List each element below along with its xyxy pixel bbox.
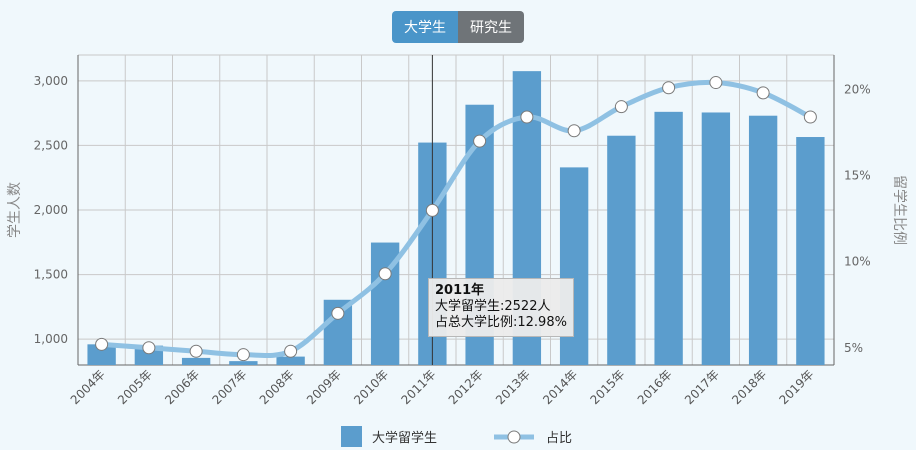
ratio-point (142, 341, 156, 355)
ratio-point (236, 348, 250, 362)
y-right-tick-label: 15% (844, 169, 871, 183)
y-left-tick-label: 2,500 (34, 138, 68, 152)
bar (654, 111, 683, 365)
ratio-point (803, 110, 817, 124)
ratio-point (614, 100, 628, 114)
x-tick-label: 2013年 (493, 367, 533, 407)
ratio-point (662, 81, 676, 95)
y-left-tick-label: 2,000 (34, 203, 68, 217)
x-tick-label: 2019年 (777, 367, 817, 407)
ratio-point (378, 267, 392, 281)
ratio-point (284, 344, 298, 358)
legend-bar-swatch (341, 426, 362, 447)
y-left-tick-label: 1,500 (34, 268, 68, 282)
bar (701, 112, 731, 366)
x-tick-label: 2014年 (540, 367, 580, 407)
x-tick-label: 2015年 (588, 367, 628, 407)
grad-toggle-button[interactable]: 研究生 (458, 11, 524, 43)
bar (181, 357, 211, 365)
data-toggle: 大学生 研究生 (392, 11, 524, 43)
ratio-point (331, 306, 345, 320)
x-tick-label: 2008年 (257, 367, 297, 407)
x-tick-label: 2010年 (351, 367, 391, 407)
tooltip-ratio-value: 占总大学比例:12.98% (435, 315, 567, 330)
legend-line-label: 占比 (546, 431, 572, 446)
x-tick-label: 2012年 (446, 367, 486, 407)
bar (229, 361, 258, 365)
y-left-tick-label: 1,000 (34, 332, 68, 346)
ratio-point (95, 337, 109, 351)
bar (748, 115, 778, 365)
x-tick-label: 2005年 (115, 367, 155, 407)
legend-bar-label: 大学留学生 (372, 430, 437, 446)
bar (276, 356, 305, 365)
chart-tooltip: 2011年 大学留学生:2522人 占总大学比例:12.98% (428, 278, 574, 337)
ratio-point (709, 76, 723, 90)
legend-line-marker (507, 430, 521, 444)
bar (607, 135, 636, 365)
ratio-point (520, 110, 534, 124)
ratio-point (189, 344, 203, 358)
y-right-axis-title: 留学生比例 (891, 175, 907, 245)
tooltip-bar-value: 大学留学生:2522人 (435, 299, 551, 314)
x-tick-label: 2011年 (399, 367, 439, 407)
y-right-tick-label: 10% (844, 255, 871, 269)
ratio-point (567, 124, 581, 138)
x-tick-label: 2018年 (729, 367, 769, 407)
x-tick-label: 2016年 (635, 367, 675, 407)
ratio-line (99, 79, 813, 359)
x-tick-label: 2006年 (162, 367, 202, 407)
undergrad-toggle-button[interactable]: 大学生 (392, 11, 458, 43)
y-left-tick-label: 3,000 (34, 74, 68, 88)
bar (87, 344, 116, 365)
tooltip-title: 2011年 (435, 283, 485, 298)
x-tick-label: 2009年 (304, 367, 344, 407)
y-right-tick-label: 5% (844, 341, 863, 355)
x-tick-label: 2004年 (68, 367, 108, 407)
legend: 大学留学生 占比 (341, 426, 572, 447)
y-left-axis-title: 学生人数 (7, 182, 23, 238)
bar (796, 137, 825, 365)
x-tick-label: 2007年 (210, 367, 250, 407)
y-right-tick-label: 20% (844, 82, 871, 96)
ratio-point (425, 203, 439, 217)
ratio-point (756, 86, 770, 100)
ratio-point (473, 134, 487, 148)
x-tick-label: 2017年 (682, 367, 722, 407)
